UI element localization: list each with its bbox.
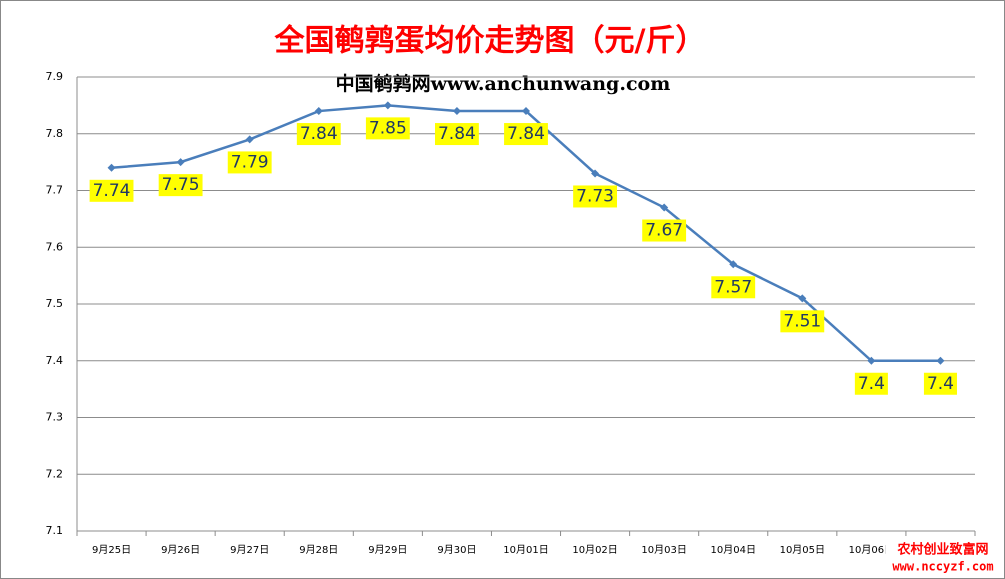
data-label: 7.51 bbox=[783, 311, 821, 331]
watermark-name: 农村创业致富网 bbox=[896, 542, 988, 558]
data-label: 7.4 bbox=[858, 374, 885, 394]
y-tick-label: 7.7 bbox=[46, 184, 64, 197]
data-label: 7.84 bbox=[300, 124, 338, 144]
data-point bbox=[936, 356, 945, 365]
data-label-box bbox=[780, 310, 825, 333]
data-point bbox=[729, 260, 738, 269]
data-label-box bbox=[642, 219, 687, 242]
x-tick-label: 10月04日 bbox=[711, 544, 756, 556]
y-tick-label: 7.2 bbox=[46, 467, 64, 480]
x-tick-label: 10月02日 bbox=[572, 544, 617, 556]
x-tick-label: 9月29日 bbox=[368, 544, 407, 556]
x-tick-label: 9月27日 bbox=[230, 544, 269, 556]
data-point bbox=[383, 101, 392, 110]
data-label-box bbox=[504, 123, 548, 146]
data-label-box bbox=[711, 276, 756, 299]
x-tick-label: 9月26日 bbox=[161, 544, 200, 556]
data-point bbox=[107, 163, 116, 172]
data-point bbox=[867, 356, 876, 365]
x-tick-label: 10月01日 bbox=[503, 544, 548, 556]
data-label-box bbox=[573, 185, 618, 208]
data-point bbox=[522, 107, 530, 116]
x-tick-label: 9月30日 bbox=[437, 544, 476, 556]
y-tick-label: 7.8 bbox=[46, 127, 64, 140]
x-tick-label: 9月28日 bbox=[299, 544, 338, 556]
data-label-box bbox=[365, 117, 410, 140]
y-tick-label: 7.9 bbox=[46, 70, 64, 83]
data-label: 7.85 bbox=[369, 118, 407, 138]
data-label-box bbox=[923, 372, 957, 395]
data-label-box bbox=[227, 151, 272, 174]
data-label: 7.67 bbox=[645, 221, 683, 241]
data-label-box bbox=[434, 123, 479, 146]
data-point bbox=[798, 294, 807, 303]
data-label-box bbox=[158, 174, 203, 197]
data-label: 7.73 bbox=[576, 186, 614, 206]
data-label: 7.4 bbox=[927, 374, 954, 394]
y-tick-label: 7.4 bbox=[46, 354, 64, 367]
chart-subtitle: 中国鹌鹑网www.anchunwang.com bbox=[336, 72, 671, 95]
data-label-box bbox=[89, 179, 134, 202]
data-point bbox=[591, 169, 600, 178]
data-label: 7.57 bbox=[714, 277, 752, 297]
data-label: 7.74 bbox=[93, 181, 131, 201]
x-tick-label: 9月25日 bbox=[92, 544, 131, 556]
x-tick-label: 10月05日 bbox=[780, 544, 825, 556]
y-tick-label: 7.1 bbox=[46, 524, 64, 537]
data-label: 7.84 bbox=[438, 124, 476, 144]
data-label: 7.79 bbox=[231, 152, 269, 172]
data-point bbox=[245, 135, 254, 144]
watermark-url: www.nccyzf.com bbox=[892, 560, 993, 574]
y-tick-label: 7.3 bbox=[46, 411, 64, 424]
data-point bbox=[176, 158, 185, 167]
data-point bbox=[314, 107, 323, 116]
chart-title: 全国鹌鹑蛋均价走势图（元/斤） bbox=[274, 24, 706, 59]
watermark-box bbox=[886, 541, 1000, 575]
data-label-box bbox=[296, 123, 341, 146]
data-label: 7.75 bbox=[162, 175, 200, 195]
y-tick-label: 7.5 bbox=[46, 297, 64, 310]
data-point bbox=[660, 203, 669, 212]
data-label: 7.84 bbox=[507, 124, 545, 144]
data-label-box bbox=[854, 372, 888, 395]
x-tick-label: 10月03日 bbox=[641, 544, 686, 556]
plot-area: 7.1 7.2 7.3 7.4 7.5 7.6 7.7 7.8 7.9 9月25日 9月26日 9月2… bbox=[46, 70, 976, 556]
x-tick-label: 10月06日 bbox=[849, 544, 894, 556]
y-tick-label: 7.6 bbox=[46, 240, 64, 253]
data-point bbox=[452, 107, 461, 116]
